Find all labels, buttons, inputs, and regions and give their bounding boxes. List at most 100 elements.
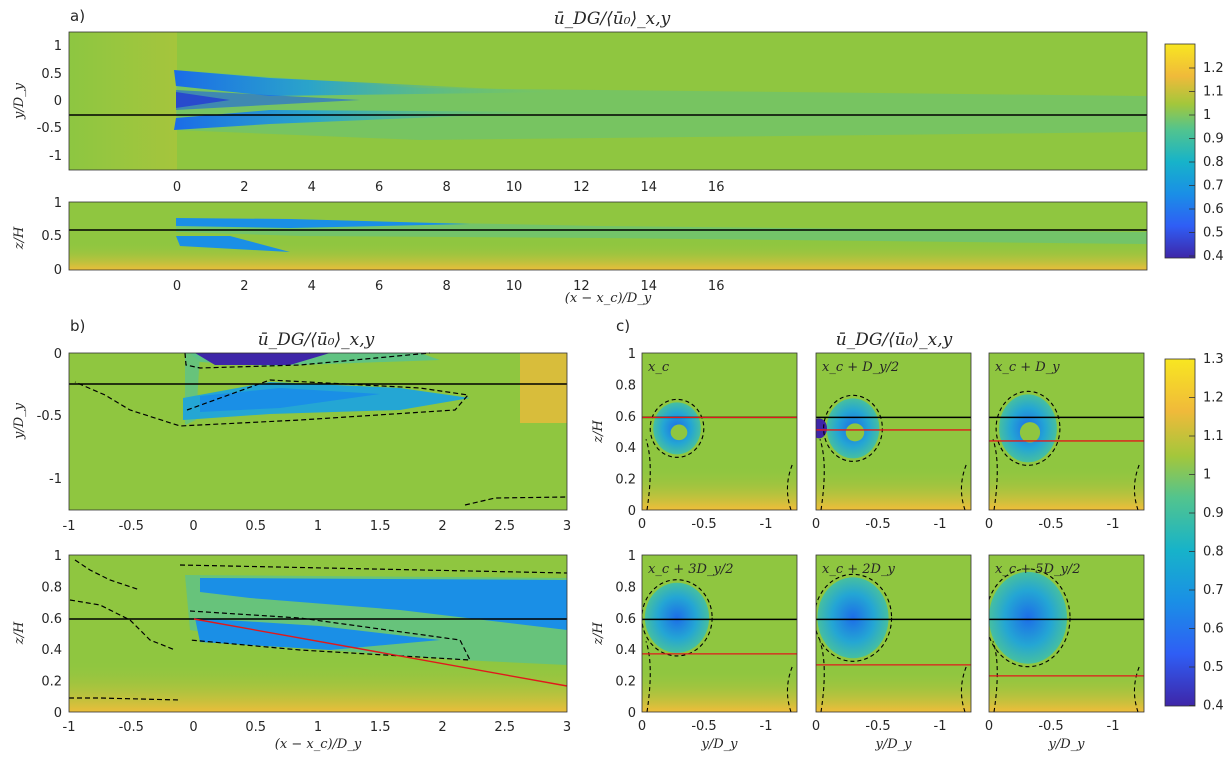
subplot-frame — [988, 554, 1145, 713]
xtick: 12 — [573, 180, 590, 195]
xtick: -0.5 — [1038, 517, 1063, 532]
xtick: 8 — [442, 180, 450, 195]
contour — [649, 398, 705, 458]
xtick: -1 — [1107, 517, 1120, 532]
xtick: 2.5 — [494, 720, 515, 735]
subplot-label: x_c + 2D_y — [822, 562, 895, 577]
cross-section-subplot: x_c 0 -0.5 -1 1 0.8 0.6 0.4 0.2 0 z/H — [591, 347, 798, 532]
colorbar-bottom-ticks: 1.3 1.2 1.1 1 0.9 0.8 0.7 0.6 0.5 0.4 — [1189, 352, 1224, 714]
xtick: 12 — [573, 279, 590, 294]
title-c: ū_DG/⟨ū₀⟩_x,y — [836, 330, 953, 350]
xtick: 6 — [375, 180, 383, 195]
xtick: 4 — [308, 180, 316, 195]
cross-section-subplot: x_c + 3D_y/2 0 -0.5 -1 1 0.8 0.6 0.4 0.2 0 z/H y/D_… — [591, 549, 798, 752]
ytick: 1 — [628, 549, 636, 564]
colorbar-tick-label: 1.2 — [1203, 391, 1224, 406]
xtick: 0 — [173, 180, 181, 195]
panel-a-top-xticks: 0 2 4 6 8 10 12 14 16 — [173, 180, 725, 195]
xlabel: y/D_y — [875, 737, 913, 752]
panel-a-top-heatmap — [69, 32, 1147, 170]
contour — [786, 462, 794, 510]
subplot-label: x_c + D_y/2 — [822, 360, 899, 375]
subplot-frame — [641, 352, 798, 511]
colorbar-tick-label: 0.5 — [1203, 226, 1224, 241]
xtick: 2 — [240, 180, 248, 195]
contour — [645, 439, 651, 510]
panel-b-bottom-ylabel: z/H — [12, 621, 27, 645]
xtick: 2 — [438, 720, 446, 735]
subplot-frame — [988, 352, 1145, 511]
cross-section-subplot: x_c + D_y 0 -0.5 -1 — [985, 352, 1145, 532]
panel-a-bottom-frame — [68, 201, 1148, 271]
floor-region — [989, 466, 1144, 510]
panel-a-xlabel: (x − x_c)/D_y — [565, 291, 652, 306]
floor-region — [816, 466, 971, 510]
xtick: 2 — [438, 519, 446, 534]
panel-b-label: b) — [70, 317, 85, 335]
xtick: 3 — [563, 519, 571, 534]
xtick: -1 — [760, 719, 773, 734]
title-top: ū_DG/⟨ū₀⟩_x,y — [554, 9, 671, 29]
xtick: 4 — [308, 279, 316, 294]
xlabel: y/D_y — [701, 737, 739, 752]
xtick: 0 — [985, 517, 993, 532]
xtick: 16 — [708, 180, 725, 195]
ytick: 0.8 — [615, 580, 636, 595]
panel-b-bottom-yticks: 1 0.8 0.6 0.4 0.2 0 — [41, 549, 62, 721]
ytick: 0 — [628, 706, 636, 721]
ytick: 0.4 — [41, 643, 62, 658]
colorbar-tick-label: 1 — [1203, 108, 1211, 123]
xtick: -1 — [760, 517, 773, 532]
ytick: -1 — [49, 472, 62, 487]
contour — [819, 641, 825, 712]
contour — [992, 439, 998, 510]
contour — [464, 496, 568, 506]
panel-b-xlabel: (x − x_c)/D_y — [275, 737, 362, 752]
panel-b-bottom-heatmap — [69, 555, 567, 712]
ytick: 0.4 — [615, 441, 636, 456]
ytick: 0.8 — [615, 378, 636, 393]
xtick: -0.5 — [1038, 719, 1063, 734]
panel-b-top-heatmap — [69, 353, 567, 510]
ytick: 0 — [54, 94, 62, 109]
title-b: ū_DG/⟨ū₀⟩_x,y — [258, 330, 375, 350]
colorbar-tick-label: 0.4 — [1203, 699, 1224, 714]
xtick: 0 — [638, 517, 646, 532]
panel-b-bottom-xticks: -1 -0.5 0 0.5 1 1.5 2 2.5 3 — [63, 720, 572, 735]
ytick: 0 — [54, 263, 62, 278]
ytick: 0.4 — [615, 643, 636, 658]
colorbar-tick-label: 0.7 — [1203, 583, 1224, 598]
colorbar-tick-label: 1.2 — [1203, 61, 1224, 76]
colorbar-tick-label: 0.9 — [1203, 506, 1224, 521]
ytick: -0.5 — [37, 409, 62, 424]
xtick: 3 — [563, 720, 571, 735]
xtick: -0.5 — [691, 719, 716, 734]
xtick: -0.5 — [865, 719, 890, 734]
colorbar-tick-label: 0.5 — [1203, 660, 1224, 675]
colorbar-tick-label: 0.8 — [1203, 545, 1224, 560]
ytick: 1 — [54, 549, 62, 564]
subplot-frame — [815, 554, 972, 713]
floor-region — [989, 668, 1144, 712]
ytick: 0.8 — [41, 580, 62, 595]
vortex-core — [670, 424, 688, 441]
contour — [645, 641, 651, 712]
ytick: 0.2 — [41, 675, 62, 690]
ytick: 0.5 — [41, 229, 62, 244]
colorbar-bottom — [1164, 358, 1196, 707]
cross-section-subplot: x_c + D_y/2 0 -0.5 -1 — [812, 352, 972, 532]
xtick: -1 — [1107, 719, 1120, 734]
ytick: 0.6 — [615, 410, 636, 425]
xtick: -0.5 — [119, 720, 144, 735]
xtick: -0.5 — [691, 517, 716, 532]
xtick: 0 — [189, 519, 197, 534]
colorbar-tick-label: 0.9 — [1203, 132, 1224, 147]
panel-b-bottom-red-line — [193, 618, 568, 687]
floor-region — [816, 668, 971, 712]
xlabel: y/D_y — [1048, 737, 1086, 752]
ytick: 0 — [54, 706, 62, 721]
colorbar-tick-label: 0.4 — [1203, 249, 1224, 264]
xtick: 0 — [812, 719, 820, 734]
xtick: 0 — [812, 517, 820, 532]
contour — [786, 664, 794, 712]
